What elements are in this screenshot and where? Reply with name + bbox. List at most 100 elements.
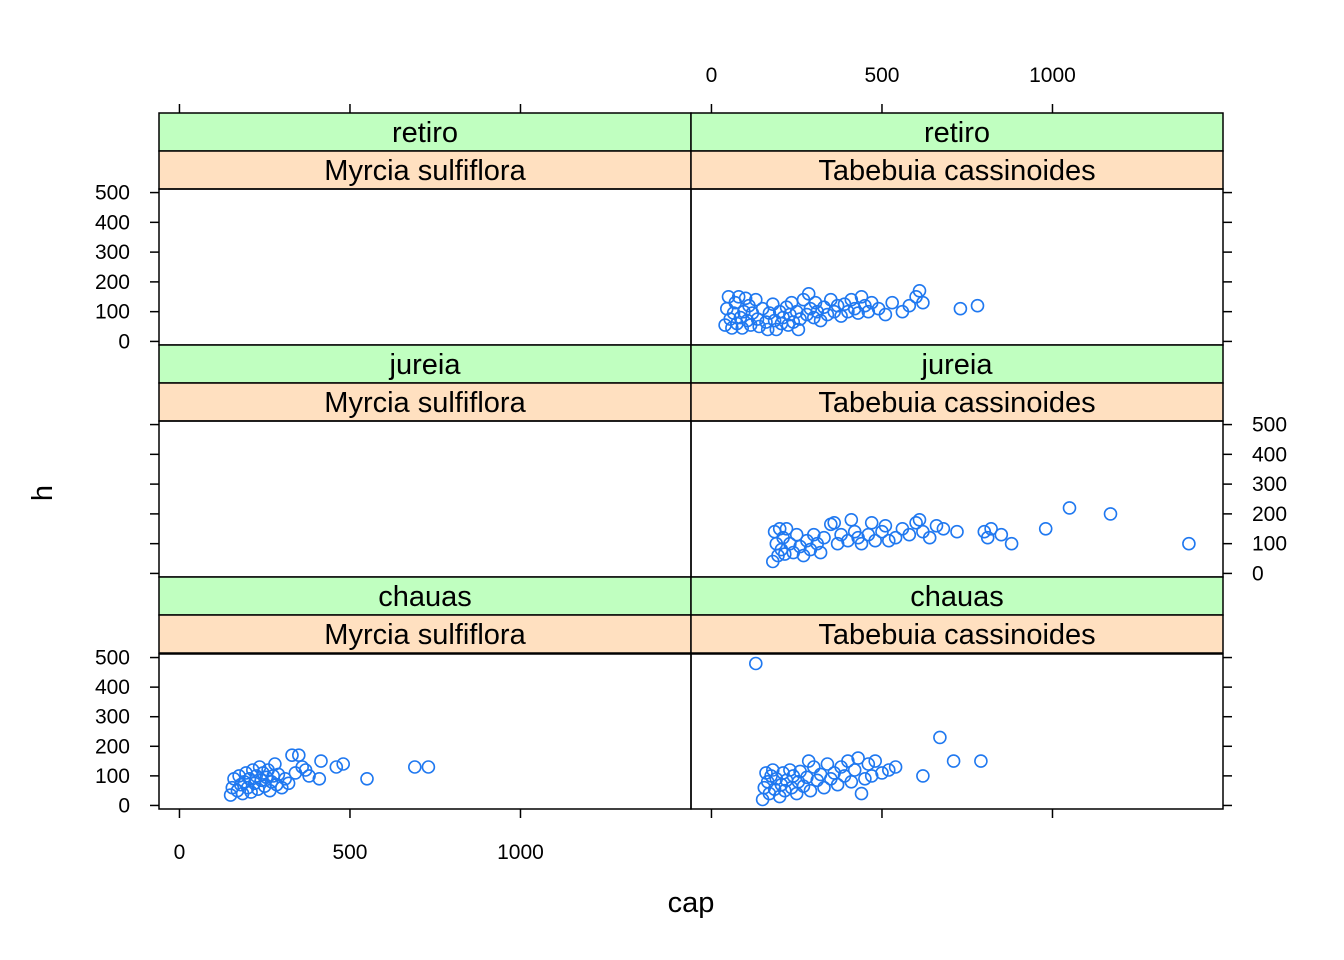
data-point <box>881 533 896 548</box>
data-point <box>827 515 842 530</box>
data-point <box>748 292 763 307</box>
y-axis-left-bottom: 0 100 200 300 400 500 <box>95 647 159 817</box>
data-point <box>731 289 746 304</box>
data-point <box>783 536 797 551</box>
data-point <box>878 518 893 533</box>
data-point <box>244 785 258 799</box>
data-point <box>796 779 811 794</box>
y-tick-label: 400 <box>95 211 130 234</box>
data-point <box>302 769 316 783</box>
y-axis-right-bottom <box>1223 656 1232 807</box>
data-point <box>421 760 436 774</box>
data-point <box>854 289 869 304</box>
y-axis-left-middle <box>150 423 159 575</box>
y-tick-label: 100 <box>95 765 130 788</box>
data-point <box>950 524 964 539</box>
data-point <box>878 307 893 322</box>
strip-site-label: retiro <box>924 117 990 149</box>
strip-site-bg <box>690 112 1224 152</box>
panel-frame <box>158 420 692 578</box>
data-point <box>738 291 753 306</box>
y-tick-label: 0 <box>118 330 130 353</box>
x-axis-bottom-left: 0 500 1000 <box>174 809 544 864</box>
y-axis-title: h <box>27 485 59 501</box>
panel-jureia-right: jureia Tabebuia cassinoides <box>690 344 1224 578</box>
x-tick-label: 1000 <box>1029 64 1076 87</box>
strip-site-bg <box>158 112 692 152</box>
data-point <box>980 530 995 545</box>
data-point <box>789 304 804 319</box>
data-point <box>285 748 299 763</box>
x-tick-label: 500 <box>864 64 899 87</box>
panel-jureia-left: jureia Myrcia sulfiflora <box>158 344 692 578</box>
x-tick-label: 1000 <box>497 841 544 864</box>
data-point <box>817 780 831 795</box>
data-point <box>841 304 855 319</box>
data-point <box>902 298 917 313</box>
y-axis-left-top: 0 100 200 300 400 500 <box>95 182 159 353</box>
data-point <box>933 730 947 745</box>
data-point <box>851 751 865 765</box>
x-tick-label: 500 <box>332 841 367 864</box>
y-tick-label: 300 <box>95 241 130 264</box>
data-point <box>817 530 831 545</box>
data-point <box>875 766 889 780</box>
data-point <box>922 530 937 545</box>
strip-site-bg <box>690 344 1224 384</box>
strip-site-label: chauas <box>378 581 472 613</box>
data-point <box>847 763 862 777</box>
data-point <box>844 512 859 527</box>
data-point <box>1103 507 1118 521</box>
data-point <box>791 322 806 337</box>
y-tick-label: 100 <box>1252 533 1287 556</box>
data-point <box>881 763 896 777</box>
data-point <box>984 521 998 536</box>
panel-chauas-left: chauas Myrcia sulfiflora <box>158 576 692 810</box>
data-point <box>936 521 951 536</box>
data-point <box>861 757 876 771</box>
data-point <box>312 771 327 786</box>
strip-site-label: jureia <box>921 349 994 381</box>
data-point <box>841 533 855 548</box>
strip-species-label: Tabebuia cassinoides <box>818 155 1095 187</box>
data-point <box>916 769 930 783</box>
panel-retiro-left: retiro Myrcia sulfiflora <box>158 112 692 346</box>
strip-species-bg <box>690 150 1224 190</box>
data-point <box>820 307 835 322</box>
data-point <box>1182 536 1196 551</box>
data-point <box>278 771 293 786</box>
data-point <box>813 545 828 560</box>
data-point <box>885 295 900 310</box>
y-tick-label: 500 <box>95 647 130 670</box>
data-point <box>820 757 835 771</box>
data-point <box>953 301 968 316</box>
y-tick-label: 500 <box>95 182 130 205</box>
data-point <box>808 295 823 310</box>
strip-species-label: Myrcia sulfiflora <box>324 387 526 419</box>
strip-species-bg <box>690 614 1224 654</box>
x-tick-label: 0 <box>174 841 186 864</box>
data-point <box>888 760 903 774</box>
data-point <box>1062 501 1077 515</box>
y-tick-label: 100 <box>95 301 130 324</box>
data-point <box>752 319 767 334</box>
data-point <box>810 304 825 319</box>
y-tick-label: 300 <box>1252 473 1287 496</box>
data-point <box>240 780 255 795</box>
data-point <box>281 776 296 791</box>
x-axis-bottom-right <box>710 809 1054 818</box>
strip-species-bg <box>158 382 692 422</box>
data-point <box>779 521 794 536</box>
data-point <box>994 527 1009 542</box>
data-point <box>806 527 821 542</box>
data-point <box>776 766 790 780</box>
strip-site-bg <box>158 576 692 616</box>
panel-chauas-right: chauas Tabebuia cassinoides <box>690 576 1224 810</box>
data-point <box>274 780 289 795</box>
strip-species-label: Myrcia sulfiflora <box>324 155 526 187</box>
data-point <box>806 760 821 774</box>
y-tick-label: 400 <box>95 676 130 699</box>
data-point <box>888 530 903 545</box>
panel-frame <box>690 653 1224 810</box>
data-point <box>772 521 787 536</box>
